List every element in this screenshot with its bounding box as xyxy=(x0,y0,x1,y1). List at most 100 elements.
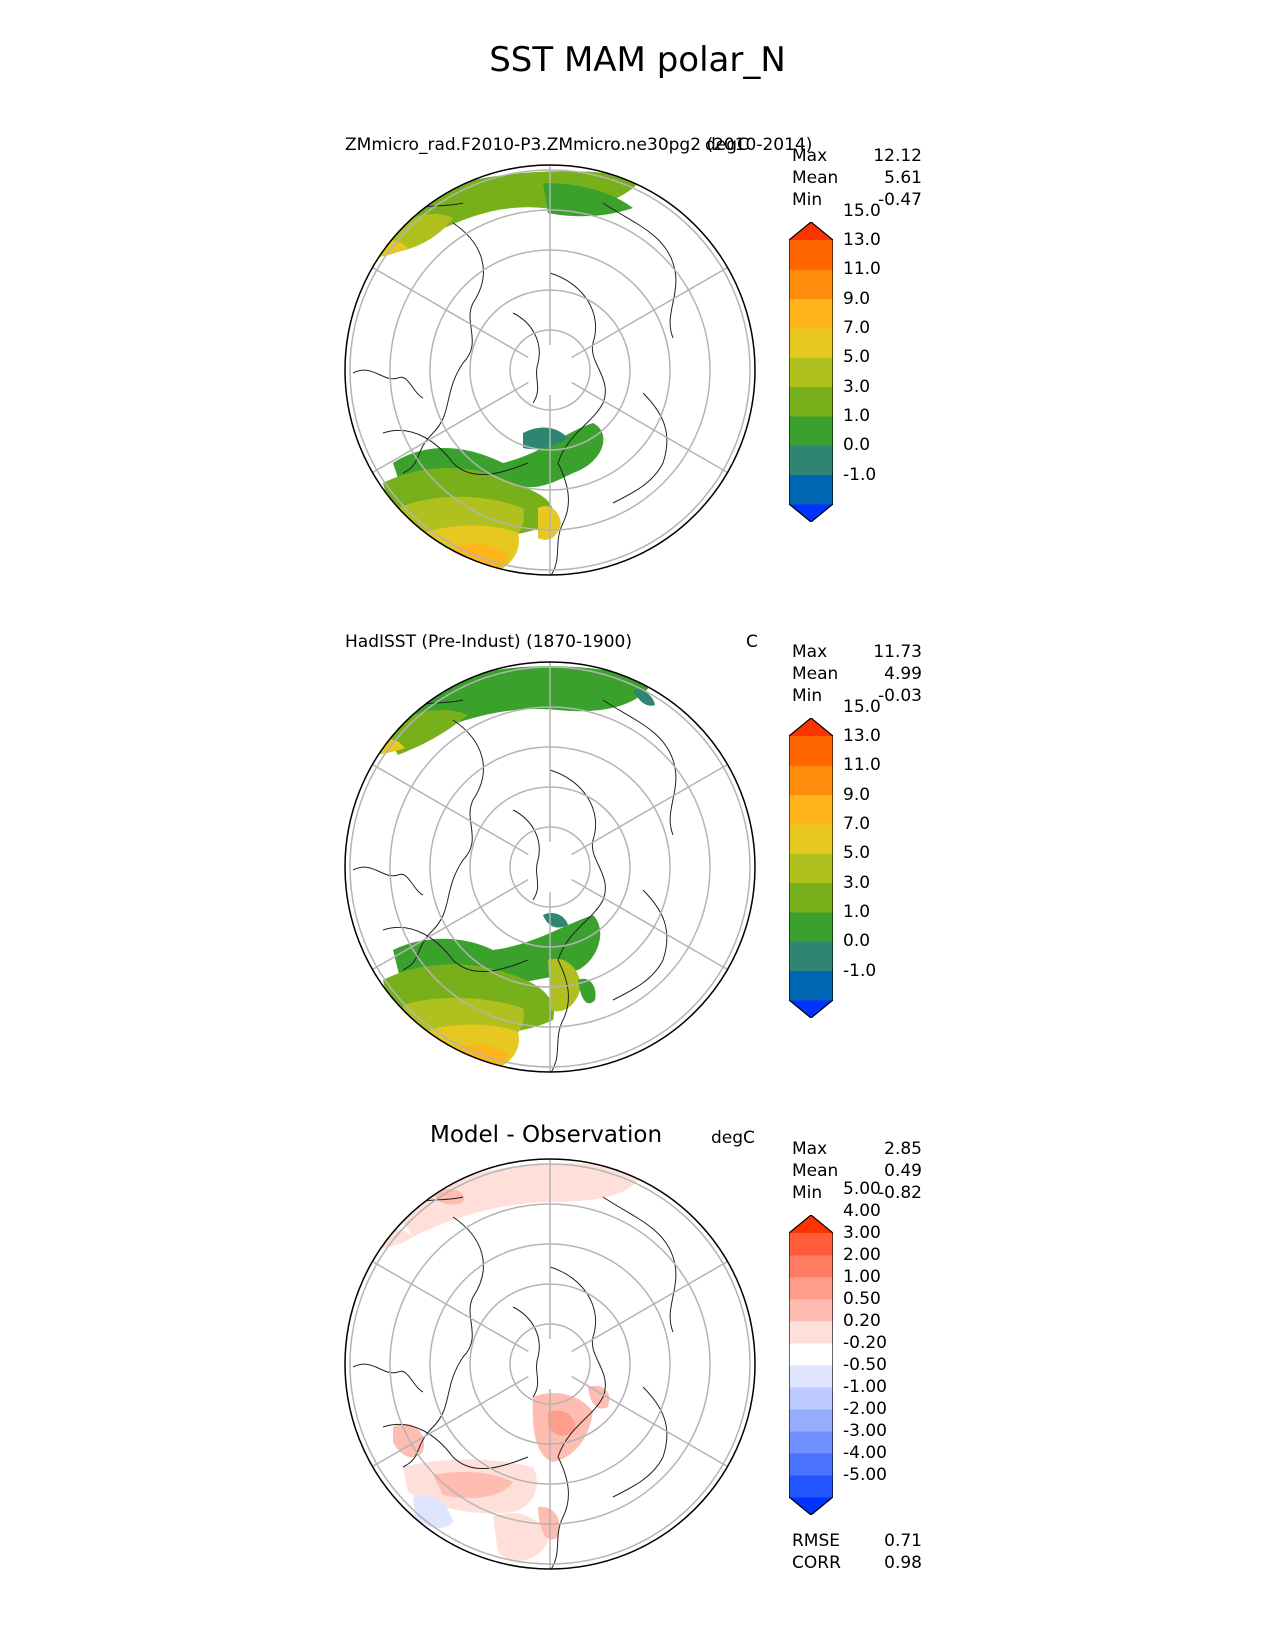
max-label: Max xyxy=(792,146,828,166)
colorbar-tick-label: 0.0 xyxy=(843,931,871,952)
colorbar-tick-label: 2.00 xyxy=(843,1245,881,1265)
coastline xyxy=(549,1456,569,1569)
colorbar-tick-label: 4.00 xyxy=(843,1201,881,1221)
meridian-line xyxy=(372,1260,529,1353)
panel-difference: Model - Observation degC Max 2.85 Mean 0.4… xyxy=(0,0,1275,1570)
colorbar-extend-low xyxy=(789,1497,833,1515)
coastline xyxy=(602,1196,677,1333)
colorbar-tick-label: 0.50 xyxy=(843,1289,881,1309)
colorbar-tick-label: 0.20 xyxy=(843,1311,881,1331)
min-value: -0.03 xyxy=(878,686,922,706)
min-label: Min xyxy=(792,686,823,706)
colorbar-extend-high xyxy=(789,222,833,240)
meridian-line xyxy=(571,763,728,856)
colorbar-segment xyxy=(789,1431,833,1454)
colorbar-segment xyxy=(789,269,833,300)
coastline xyxy=(549,1266,606,1458)
colorbar-tick-label: 13.0 xyxy=(843,726,881,746)
colorbar-segment xyxy=(789,912,833,942)
min-label: Min xyxy=(792,190,823,210)
colorbar-segment xyxy=(789,474,833,505)
meridian-line xyxy=(372,763,529,856)
min-value: -0.82 xyxy=(878,1183,922,1203)
colorbar-extend-high xyxy=(789,1215,833,1233)
mean-label: Mean xyxy=(792,1161,839,1181)
stats-box: Max 2.85 Mean 0.49 Min -0.82 xyxy=(792,1138,922,1204)
rmse-value: 0.71 xyxy=(884,1531,922,1551)
polar-map xyxy=(344,661,756,1073)
map-boundary xyxy=(344,661,756,1073)
colorbar-tick-label: -3.00 xyxy=(843,1421,887,1441)
coastline xyxy=(512,1306,540,1398)
meridian-line xyxy=(571,266,728,359)
coastline xyxy=(612,1386,668,1498)
colorbar-segment xyxy=(789,298,833,329)
colorbar-segment xyxy=(789,736,833,766)
coastline xyxy=(549,462,569,575)
sst-field-region xyxy=(548,1410,575,1436)
sst-field-region xyxy=(413,1495,453,1529)
coastline xyxy=(612,889,668,1001)
colorbar-tick-label: 5.00 xyxy=(843,1179,881,1199)
colorbar-segment xyxy=(789,1453,833,1476)
colorbar-tick-label: 11.0 xyxy=(843,259,881,280)
colorbar-tick-label: -0.50 xyxy=(843,1355,887,1375)
meridian-line xyxy=(571,1375,728,1468)
sst-field-region xyxy=(588,1385,610,1409)
colorbar-tick-label: 11.0 xyxy=(843,755,881,776)
colorbar-tick-label: 13.0 xyxy=(843,230,881,250)
panel-title: HadISST (Pre-Indust) (1870-1900) xyxy=(345,632,633,652)
mean-value: 0.49 xyxy=(884,1161,922,1181)
colorbar-tick-label: 5.0 xyxy=(843,843,871,864)
colorbar-segment xyxy=(789,445,833,476)
min-value: -0.47 xyxy=(878,190,922,210)
colorbar-tick-label: 5.0 xyxy=(843,347,871,368)
colorbar-segment xyxy=(789,765,833,796)
map-boundary xyxy=(344,164,756,576)
coastline xyxy=(612,392,668,504)
colorbar xyxy=(789,1215,833,1515)
colorbar-tick-label: 9.0 xyxy=(843,288,871,309)
meridian-line xyxy=(372,1375,529,1468)
colorbar-tick-label: 1.00 xyxy=(843,1267,881,1287)
colorbar-tick-label: -1.00 xyxy=(843,1377,887,1397)
map-boundary xyxy=(344,1158,756,1570)
colorbar-tick-label: 0.0 xyxy=(843,435,871,456)
colorbar-tick-label: -1.0 xyxy=(843,960,877,981)
colorbar-tick-label: 7.0 xyxy=(843,814,871,834)
coastline xyxy=(382,926,529,973)
stats-box: Max 11.73 Mean 4.99 Min -0.03 xyxy=(792,641,922,707)
colorbar-tick-label: -2.00 xyxy=(843,1399,887,1419)
coastline xyxy=(382,429,529,476)
colorbar-extend-high xyxy=(789,718,833,736)
colorbar-tick-label: 3.00 xyxy=(843,1223,881,1243)
coastline xyxy=(352,866,424,896)
coastline xyxy=(549,272,606,464)
panel-model: ZMmicro_rad.F2010-P3.ZMmicro.ne30pg2 (20… xyxy=(0,0,1275,576)
panel-units: C xyxy=(746,632,758,652)
figure-title: SST MAM polar_N xyxy=(489,40,786,80)
meridian-line xyxy=(571,1260,728,1353)
sst-field-region xyxy=(523,427,568,450)
panel-title: ZMmicro_rad.F2010-P3.ZMmicro.ne30pg2 (20… xyxy=(345,135,813,155)
panel-units: degC xyxy=(711,1128,755,1148)
sst-field-region xyxy=(393,1423,424,1458)
meridian-line xyxy=(571,381,728,474)
colorbar-segment xyxy=(789,1277,833,1300)
sst-field-region xyxy=(633,689,655,706)
colorbar-segment xyxy=(789,1343,833,1366)
colorbar-tick-label: 1.0 xyxy=(843,406,871,426)
max-label: Max xyxy=(792,642,828,662)
coastline xyxy=(382,1423,529,1470)
meridian-line xyxy=(372,878,529,971)
colorbar-segment xyxy=(789,1255,833,1278)
colorbar-segment xyxy=(789,1475,833,1498)
coastline xyxy=(602,202,677,339)
colorbar-segment xyxy=(789,1299,833,1322)
colorbar-segment xyxy=(789,1233,833,1256)
polar-map xyxy=(344,1158,756,1570)
colorbar-segment xyxy=(789,1365,833,1388)
mean-label: Mean xyxy=(792,168,839,188)
coastline xyxy=(352,1363,424,1393)
colorbar-segment xyxy=(789,970,833,1001)
